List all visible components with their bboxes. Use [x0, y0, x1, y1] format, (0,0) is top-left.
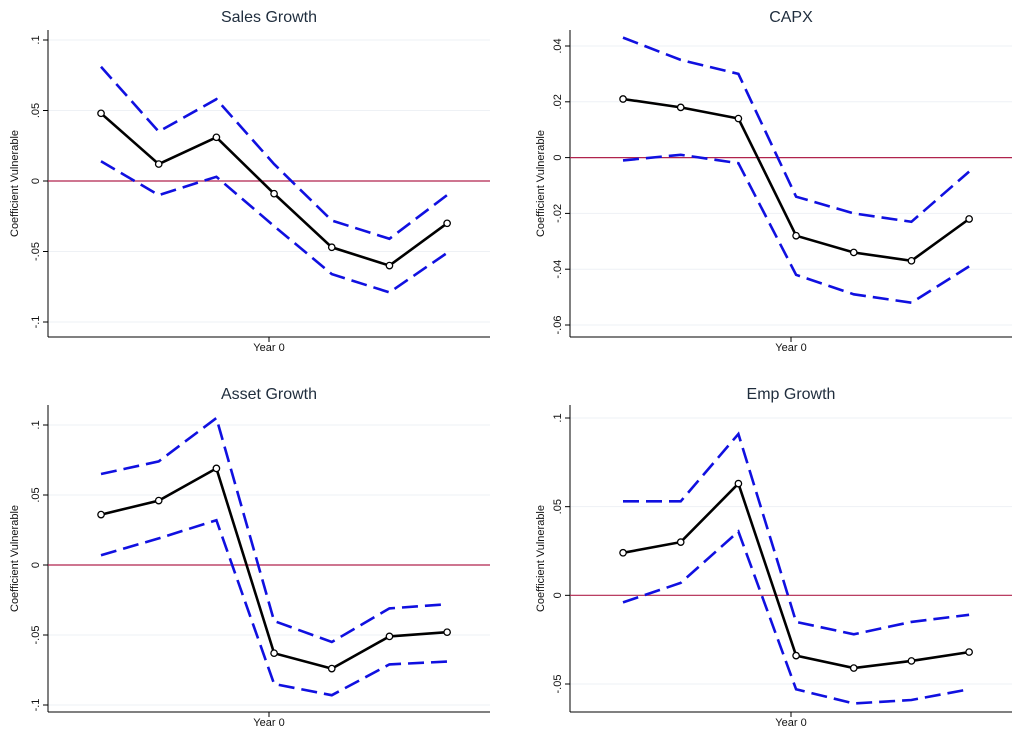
upper-ci-line [623, 431, 970, 636]
lower-ci-line [622, 529, 970, 705]
y-axis-label: Coefficient Vulnerable [535, 505, 547, 612]
lower-ci-line [100, 518, 448, 697]
y-tick-label: -.02 [552, 204, 564, 223]
x-axis-label: Year 0 [775, 717, 806, 729]
panel-4: -.05 0 .05 .1 Emp Growth Year 0 Coefficient Vu… [535, 386, 1012, 729]
y-tick-label: .1 [552, 413, 564, 422]
y-tick-label: -.1 [30, 316, 42, 329]
y-axis-label: Coefficient Vulnerable [9, 505, 21, 612]
x-axis-label: Year 0 [253, 717, 284, 729]
estimate-line [622, 481, 970, 670]
estimate-point [965, 648, 973, 656]
estimate-point [212, 464, 221, 473]
y-tick-label: -.05 [552, 675, 564, 694]
estimate-point [792, 651, 800, 660]
panel-1: -.1 -.05 0 .05 .1 Sales Growth Year 0 Coefficie… [9, 9, 490, 354]
y-tick-label: 0 [552, 155, 564, 161]
chart-title: CAPX [769, 9, 813, 26]
y-tick-label: .02 [552, 94, 564, 109]
estimate-point [849, 248, 858, 257]
y-tick-label: 0 [30, 178, 42, 184]
estimate-point [792, 231, 800, 240]
estimate-point [154, 160, 163, 168]
upper-ci-line [100, 65, 448, 241]
estimate-line [100, 112, 448, 268]
y-tick-label: .1 [30, 35, 42, 44]
y-tick-label: -.06 [552, 316, 564, 335]
estimate-point [270, 189, 278, 198]
estimate-point [965, 215, 973, 223]
upper-ci-line [100, 415, 448, 644]
estimate-point [154, 496, 163, 505]
estimate-point [97, 510, 105, 519]
estimate-point [385, 261, 394, 270]
estimate-point [327, 243, 336, 252]
y-tick-label: .05 [30, 103, 42, 118]
y-tick-label: -.05 [30, 626, 42, 645]
estimate-point [385, 632, 394, 641]
estimate-point [676, 538, 685, 546]
y-tick-label: 0 [30, 562, 42, 568]
estimate-point [734, 114, 743, 123]
y-tick-label: .04 [552, 38, 564, 53]
estimate-point [619, 95, 627, 103]
y-axis-label: Coefficient Vulnerable [535, 130, 547, 237]
estimate-point [734, 479, 743, 488]
estimate-point [443, 628, 451, 637]
estimate-point [443, 219, 451, 228]
lower-ci-line [622, 153, 970, 305]
chart-title: Asset Growth [221, 386, 317, 403]
estimate-point [212, 133, 221, 142]
estimate-point [907, 256, 916, 265]
estimate-line [100, 466, 448, 670]
x-axis-label: Year 0 [253, 342, 284, 354]
y-tick-label: .05 [30, 487, 42, 502]
y-tick-label: 0 [552, 592, 564, 598]
upper-ci-line [622, 36, 970, 224]
estimate-point [270, 649, 278, 658]
panel-2: -.06 -.04 -.02 0 .02 .04 CAPX Year 0 Coefficient… [535, 9, 1012, 354]
y-tick-label: .1 [30, 420, 42, 429]
chart-title: Sales Growth [221, 9, 317, 26]
estimate-point [907, 657, 916, 665]
estimate-point [849, 664, 858, 672]
y-tick-label: -.1 [30, 699, 42, 712]
estimate-point [327, 664, 336, 673]
y-tick-label: .05 [552, 499, 564, 514]
estimate-point [676, 103, 685, 112]
panel-3: -.1 -.05 0 .05 .1 Asset Growth Year 0 Coefficie… [9, 386, 490, 729]
y-tick-label: -.05 [30, 242, 42, 261]
y-tick-label: -.04 [552, 260, 564, 279]
x-axis-label: Year 0 [775, 342, 806, 354]
estimate-point [97, 109, 105, 118]
estimate-point [619, 548, 627, 557]
y-axis-label: Coefficient Vulnerable [9, 130, 21, 237]
chart-title: Emp Growth [747, 386, 836, 403]
